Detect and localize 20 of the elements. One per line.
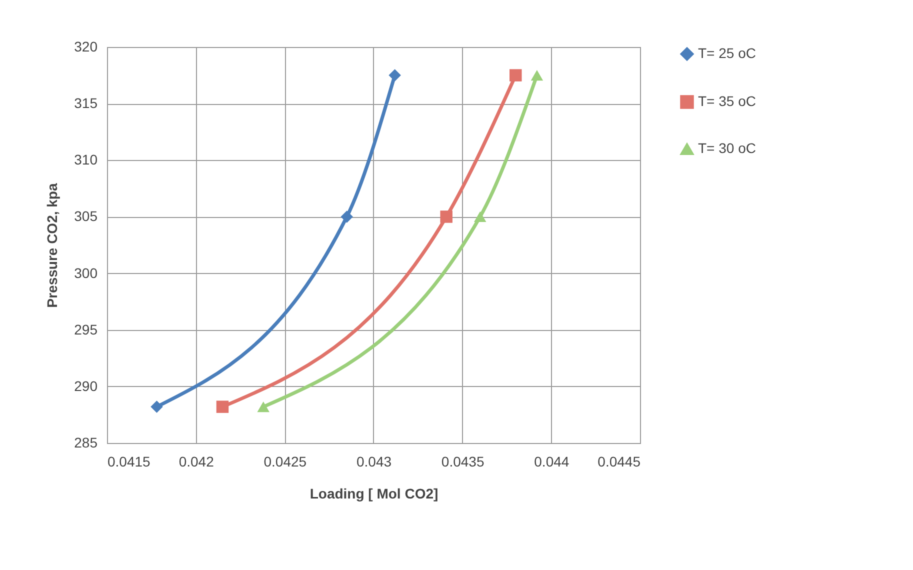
y-tick-label: 295 [74, 321, 98, 338]
legend-label: T= 25 oC [698, 45, 756, 61]
x-tick-label: 0.044 [534, 454, 570, 470]
y-tick-label: 320 [74, 38, 98, 54]
x-tick-label: 0.042 [178, 454, 214, 470]
legend-label: T= 30 oC [698, 140, 756, 156]
x-tick-label: 0.0435 [441, 454, 484, 470]
y-tick-label: 285 [74, 434, 98, 450]
y-tick-label: 300 [74, 264, 98, 281]
x-axis-title: Loading [ Mol CO2] [310, 486, 438, 502]
y-tick-label: 305 [74, 208, 98, 224]
x-tick-label: 0.0415 [108, 454, 151, 470]
x-tick-label: 0.043 [356, 454, 392, 470]
y-axis-title: Pressure CO2, kpa [44, 183, 60, 308]
y-tick-label: 310 [74, 152, 98, 168]
y-tick-label: 315 [74, 95, 98, 112]
y-tick-label: 290 [74, 378, 98, 394]
x-tick-label: 0.0425 [264, 454, 307, 470]
x-tick-label: 0.0445 [598, 454, 641, 470]
legend-label: T= 35 oC [698, 93, 756, 109]
